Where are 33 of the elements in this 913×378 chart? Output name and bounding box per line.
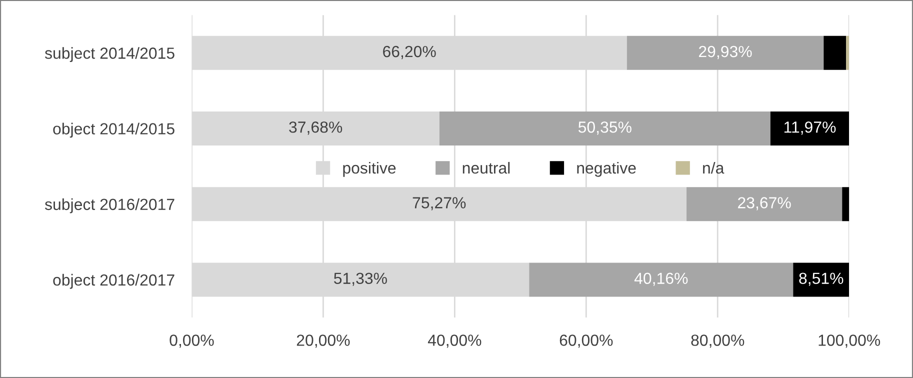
bar: [439, 112, 770, 146]
x-tick-label: 100,00%: [818, 334, 880, 348]
x-tick-label: 0,00%: [170, 334, 214, 348]
y-tick-label: object 2016/2017: [53, 274, 174, 289]
legend-label: neutral: [462, 162, 510, 174]
legend-label: n/a: [703, 162, 724, 174]
bar: [842, 187, 850, 222]
bar: [626, 36, 824, 70]
y-tick-label: object 2014/2015: [53, 122, 174, 138]
x-tick-label: 20,00%: [296, 334, 350, 348]
x-tick-label: 80,00%: [691, 334, 744, 348]
data-label: 29,93%: [698, 46, 752, 60]
y-tick-label: subject 2016/2017: [44, 198, 174, 214]
bar: [793, 262, 850, 297]
x-tick-label: 60,00%: [560, 334, 613, 348]
data-label: 23,67%: [738, 197, 791, 210]
legend-label: positive: [343, 162, 396, 177]
data-label: 11,97%: [784, 121, 836, 135]
data-label: 50,35%: [578, 121, 632, 135]
legend-label: negative: [577, 162, 636, 177]
data-label: 37,68%: [289, 121, 342, 135]
data-label: 40,16%: [634, 272, 688, 286]
data-label: 66,20%: [383, 46, 436, 60]
bar: [529, 262, 794, 297]
data-label: 75,27%: [412, 197, 466, 210]
bar: [824, 36, 846, 70]
bar: [846, 36, 850, 70]
y-tick-label: subject 2014/2015: [44, 47, 174, 62]
data-label: 8,51%: [799, 272, 844, 286]
bar: [770, 112, 850, 146]
bar: [686, 187, 842, 222]
data-label: 51,33%: [334, 272, 387, 286]
x-tick-label: 40,00%: [428, 334, 482, 348]
